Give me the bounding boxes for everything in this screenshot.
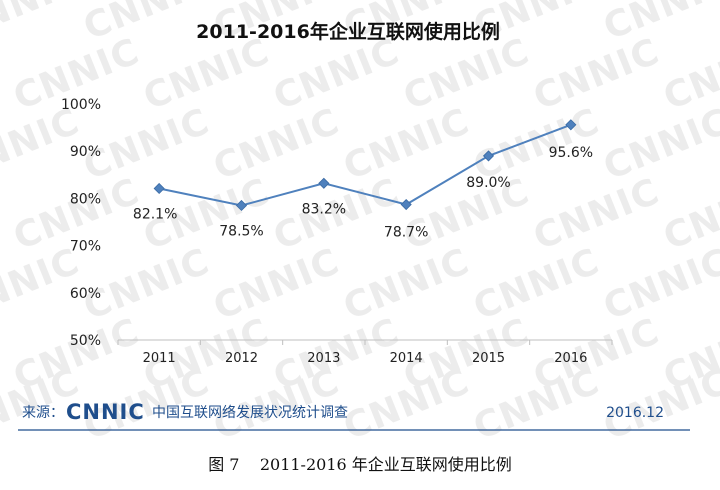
- data-point-marker: [400, 198, 412, 211]
- source-organization: 中国互联网络发展状况统计调查: [152, 405, 348, 421]
- x-tick-labels: 2011 2012 2013 2014 2015 2016: [143, 351, 588, 366]
- series-markers: [153, 119, 577, 212]
- data-point-marker: [482, 150, 495, 162]
- source-logo: CNNIC: [66, 400, 145, 424]
- watermark-text: CNNIC: [208, 241, 345, 328]
- watermark-text: CNNIC: [268, 31, 405, 118]
- plot-area: 50% 60% 70% 80% 90% 100% 2011 2012 2013 2014 2015…: [61, 97, 613, 366]
- figure-caption: 图 7 2011-2016 年企业互联网使用比例: [208, 455, 512, 474]
- x-tick-label: 2014: [390, 351, 423, 366]
- data-labels: 82.1% 78.5% 83.2% 78.7% 89.0% 95.6%: [133, 145, 593, 241]
- data-label: 83.2%: [302, 201, 346, 217]
- data-point-marker: [318, 177, 330, 189]
- data-label: 78.5%: [219, 223, 263, 239]
- data-label: 78.7%: [384, 225, 428, 241]
- source-date: 2016.12: [606, 405, 664, 421]
- x-tick-label: 2012: [225, 351, 258, 366]
- watermark-text: CNNIC: [338, 241, 475, 328]
- y-tick-label: 80%: [70, 191, 101, 207]
- data-label: 95.6%: [549, 145, 593, 161]
- watermark-text: CNNIC: [598, 101, 720, 188]
- watermark-text: CNNIC: [78, 0, 215, 48]
- watermark-text: CNNIC: [208, 101, 345, 188]
- y-tick-label: 90%: [70, 144, 101, 160]
- data-label: 89.0%: [466, 175, 510, 191]
- x-tick-label: 2011: [143, 351, 176, 366]
- x-tick-marks: [117, 340, 613, 345]
- x-tick-label: 2016: [554, 351, 587, 366]
- x-tick-label: 2013: [307, 351, 340, 366]
- data-point-marker: [235, 199, 248, 212]
- source-prefix: 来源：: [22, 405, 64, 421]
- watermark-text: CNNIC: [528, 31, 665, 118]
- watermark-text: CNNIC: [398, 31, 535, 118]
- watermark-text: CNNIC: [528, 171, 665, 258]
- y-tick-label: 100%: [61, 97, 101, 113]
- watermark-text: CNNIC: [138, 31, 275, 118]
- y-tick-labels: 50% 60% 70% 80% 90% 100%: [61, 97, 101, 349]
- watermark-text: CNNIC: [598, 241, 720, 328]
- source-row: 来源： CNNIC 中国互联网络发展状况统计调查 2016.12: [18, 400, 690, 431]
- watermark-layer: CNNICCNNICCNNICCNNICCNNICCNNICCNNICCNNIC…: [0, 0, 720, 448]
- y-tick-label: 60%: [70, 286, 101, 302]
- y-tick-label: 50%: [70, 333, 101, 349]
- data-point-marker: [565, 119, 577, 131]
- watermark-text: CNNIC: [0, 0, 85, 48]
- data-label: 82.1%: [133, 206, 177, 222]
- watermark-text: CNNIC: [468, 241, 605, 328]
- series-line: [158, 123, 572, 207]
- watermark-text: CNNIC: [598, 0, 720, 48]
- chart-title: 2011-2016年企业互联网使用比例: [196, 20, 500, 43]
- x-tick-label: 2015: [472, 351, 505, 366]
- y-tick-label: 70%: [70, 239, 101, 255]
- data-point-marker: [153, 182, 165, 195]
